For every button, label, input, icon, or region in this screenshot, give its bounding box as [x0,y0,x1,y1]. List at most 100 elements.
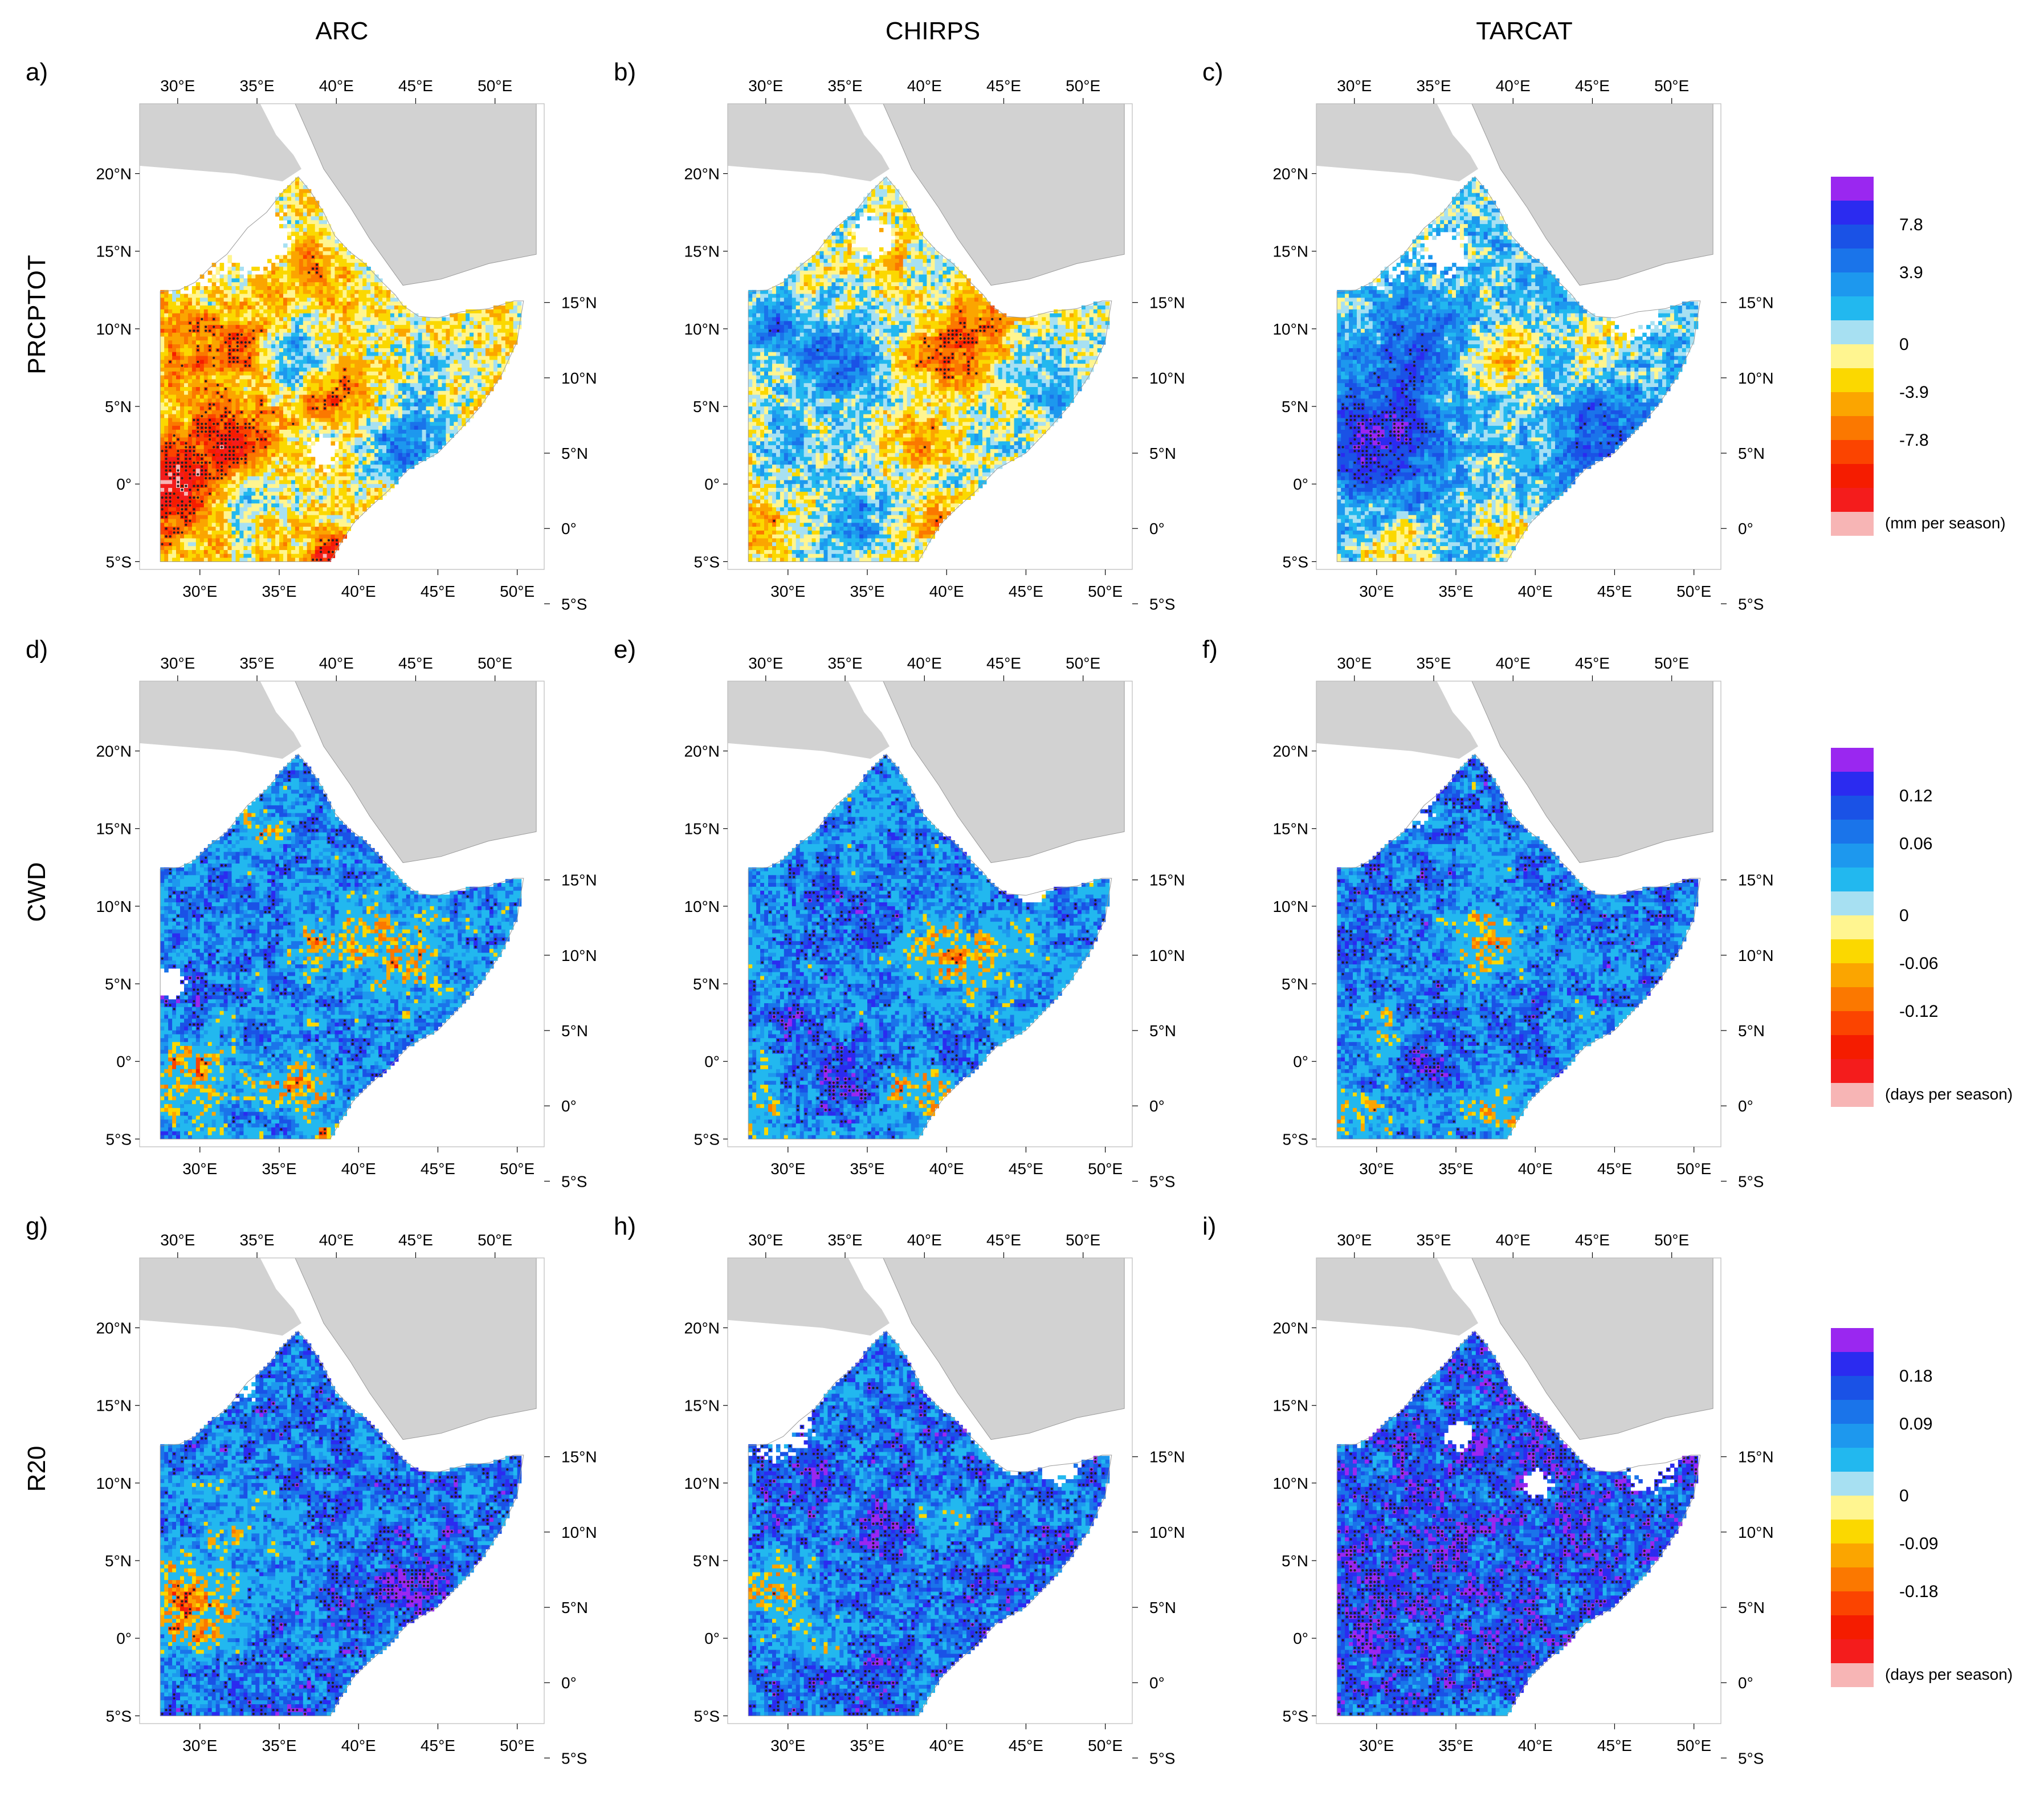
colorbar-swatch [1831,488,1874,512]
colorbar-tick: 0.12 [1899,787,1932,806]
colorbar-swatch [1831,296,1874,320]
lat-tick-left: 0° [1293,1053,1308,1070]
lon-tick-bottom: 35°E [1439,1737,1474,1754]
lon-tick-top: 35°E [240,1231,275,1249]
coastline [160,176,524,562]
lat-tick-right: 5°N [561,445,588,462]
lat-tick-left: 20°N [1272,743,1308,760]
coastline [748,754,1112,1139]
colorbar-tick: -0.06 [1899,954,1938,974]
lat-tick-left: 0° [1293,1630,1308,1647]
panel-label: h) [614,1212,636,1241]
colorbar-swatch [1831,820,1874,844]
lat-tick-right: 10°N [1149,1524,1185,1541]
map-frame [727,681,1133,1147]
colorbar-swatch [1831,1352,1874,1376]
coastline [1336,754,1701,1139]
panel-label: f) [1202,636,1218,664]
lon-tick-top: 50°E [478,654,512,672]
map-svg: 30°E 30°E 35°E 35°E 40°E 40°E 45°E 45°E 50°E 50°E… [684,1231,1185,1767]
north-africa-land [728,681,890,759]
lat-tick-right: 15°N [561,871,597,889]
colorbar-swatch [1831,392,1874,416]
lat-tick-right: 0° [1149,1674,1165,1692]
significance-stipple [161,763,517,1135]
lon-tick-bottom: 50°E [500,1160,535,1178]
lon-tick-top: 35°E [1417,77,1451,95]
colorbar-unit: (mm per season) [1885,514,2006,532]
colorbar-swatch [1831,272,1874,296]
lon-tick-bottom: 45°E [421,1160,455,1178]
map-panel: 30°E 30°E 35°E 35°E 40°E 40°E 45°E 45°E 50°E 50°E… [648,1207,1218,1769]
lat-tick-right: 10°N [1738,947,1774,964]
lon-tick-bottom: 50°E [1676,583,1711,600]
significance-stipple [161,255,350,561]
lat-tick-right: 15°N [1738,294,1774,312]
row-title: R20 [23,1446,51,1492]
lon-tick-bottom: 40°E [1518,583,1553,600]
lat-tick-left: 5°N [105,398,132,416]
colorbar-swatch [1831,320,1874,344]
lon-tick-top: 30°E [160,77,195,95]
coastline [748,1330,1112,1716]
colorbar-tick: 0 [1899,335,1909,355]
map-svg: 30°E 30°E 35°E 35°E 40°E 40°E 45°E 45°E 50°E 50°E… [684,654,1185,1190]
lat-tick-left: 5°S [106,1130,132,1148]
north-africa-land [1316,1258,1478,1336]
lat-tick-left: 15°N [96,1397,132,1415]
map-svg: 30°E 30°E 35°E 35°E 40°E 40°E 45°E 45°E 50°E 50°E… [96,77,597,613]
lat-tick-right: 0° [561,1097,577,1115]
colorbar-tick: 3.9 [1899,263,1923,283]
lat-tick-left: 5°S [1283,553,1308,571]
lat-tick-left: 10°N [96,898,132,915]
lat-tick-right: 5°S [1149,595,1175,613]
gridded-field [748,755,1110,1139]
lat-tick-right: 10°N [1738,369,1774,387]
map-frame [727,1257,1133,1724]
colorbar-swatch [1831,748,1874,772]
arabian-peninsula [295,681,537,864]
lat-tick-left: 5°S [106,553,132,571]
lon-tick-bottom: 35°E [262,583,297,600]
colorbar-tick: 0.06 [1899,834,1932,854]
significance-stipple [749,1344,1105,1716]
lon-tick-top: 35°E [1417,1231,1451,1249]
lat-tick-left: 0° [1293,475,1308,493]
map-svg: 30°E 30°E 35°E 35°E 40°E 40°E 45°E 45°E 50°E 50°E… [1272,1231,1773,1767]
lat-tick-left: 0° [704,1630,720,1647]
map-frame [139,1257,545,1724]
north-africa-land [140,104,301,182]
arabian-peninsula [883,1258,1125,1440]
colorbar-swatch [1831,512,1874,536]
lat-tick-right: 5°S [1738,1172,1764,1190]
lat-tick-left: 5°N [693,975,720,993]
lat-tick-right: 5°S [1149,1749,1175,1767]
north-africa-land [1316,104,1478,182]
lat-tick-left: 5°N [105,1552,132,1570]
lon-tick-bottom: 35°E [850,583,885,600]
lon-tick-top: 40°E [1496,654,1531,672]
colorbar-swatch [1831,440,1874,464]
lat-tick-left: 10°N [1272,898,1308,915]
map-frame [1316,103,1721,570]
lon-tick-bottom: 45°E [1597,583,1632,600]
colorbar-swatch [1831,249,1874,272]
lon-tick-top: 40°E [907,654,942,672]
lon-tick-top: 40°E [907,1231,942,1249]
lat-tick-right: 5°N [1738,445,1765,462]
lon-tick-bottom: 40°E [929,1737,964,1754]
map-panel: 30°E 30°E 35°E 35°E 40°E 40°E 45°E 45°E 50°E 50°E… [60,52,630,615]
lat-tick-right: 10°N [561,369,597,387]
lon-tick-bottom: 30°E [770,583,805,600]
lat-tick-right: 0° [561,1674,577,1692]
lat-tick-left: 0° [116,1630,132,1647]
lon-tick-top: 50°E [1654,654,1689,672]
lat-tick-left: 5°N [693,1552,720,1570]
lon-tick-top: 30°E [1337,654,1372,672]
lat-tick-left: 10°N [96,320,132,338]
colorbar-swatch [1831,844,1874,868]
lat-tick-left: 5°N [105,975,132,993]
map-frame [727,103,1133,570]
lon-tick-top: 30°E [748,77,783,95]
lon-tick-bottom: 40°E [341,1737,376,1754]
